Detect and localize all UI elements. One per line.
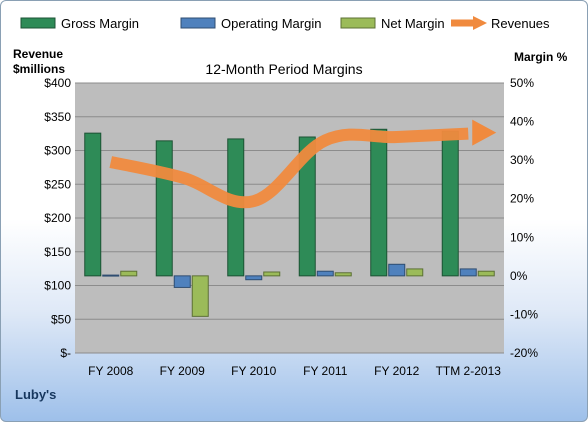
gridlines bbox=[75, 82, 504, 354]
category-label: TTM 2-2013 bbox=[436, 364, 502, 378]
left-axis-title-line1: Revenue bbox=[13, 47, 63, 61]
category-label: FY 2010 bbox=[231, 364, 276, 378]
bar-net-margin bbox=[263, 271, 281, 277]
left-tick-label: $400 bbox=[44, 76, 71, 90]
right-tick-label: 40% bbox=[510, 115, 534, 129]
bar-gross-margin bbox=[370, 128, 388, 277]
bar-gross-margin bbox=[441, 130, 459, 277]
legend-label: Net Margin bbox=[381, 16, 445, 31]
legend-label: Gross Margin bbox=[61, 16, 139, 31]
bar-operating-margin bbox=[388, 263, 406, 277]
category-label: FY 2012 bbox=[374, 364, 419, 378]
bar-net-margin bbox=[406, 268, 424, 277]
bar-gross-margin bbox=[155, 140, 173, 277]
left-tick-label: $300 bbox=[44, 144, 71, 158]
right-axis-title: Margin % bbox=[514, 50, 568, 64]
left-tick-label: $250 bbox=[44, 177, 71, 191]
company-name: Luby's bbox=[15, 387, 57, 402]
bar-net-margin bbox=[334, 272, 352, 277]
bar-operating-margin bbox=[102, 274, 120, 277]
left-axis-title-line2: $millions bbox=[13, 62, 65, 76]
left-tick-label: $150 bbox=[44, 245, 71, 259]
left-tick-label: $350 bbox=[44, 110, 71, 124]
bar-operating-margin bbox=[459, 268, 477, 277]
category-label: FY 2009 bbox=[160, 364, 205, 378]
chart-title: 12-Month Period Margins bbox=[205, 61, 362, 77]
right-tick-label: -10% bbox=[510, 307, 538, 321]
revenue-line bbox=[109, 127, 469, 209]
legend-label: Operating Margin bbox=[221, 16, 321, 31]
legend-label: Revenues bbox=[491, 16, 550, 31]
right-tick-label: 30% bbox=[510, 153, 534, 167]
left-axis-ticks: $- $50 $100 $150 $200 $250 $300 $350 $400 bbox=[44, 76, 71, 360]
bar-operating-margin bbox=[245, 275, 263, 281]
legend-swatch bbox=[180, 17, 216, 29]
revenue-arrowhead bbox=[472, 119, 497, 146]
bar-net-margin bbox=[120, 270, 138, 277]
left-tick-label: $- bbox=[60, 346, 71, 360]
legend-swatch bbox=[340, 17, 376, 29]
category-label: FY 2008 bbox=[88, 364, 133, 378]
right-tick-label: 10% bbox=[510, 230, 534, 244]
bar-operating-margin bbox=[316, 270, 334, 277]
left-tick-label: $200 bbox=[44, 211, 71, 225]
right-tick-label: 50% bbox=[510, 76, 534, 90]
bar-operating-margin bbox=[173, 275, 191, 288]
category-label: FY 2011 bbox=[303, 364, 348, 378]
bar-net-margin bbox=[477, 270, 495, 277]
revenue-line-group bbox=[109, 119, 497, 209]
legend-swatch-arrowhead bbox=[473, 16, 487, 30]
right-tick-label: -20% bbox=[510, 346, 538, 360]
category-labels: FY 2008 FY 2009 FY 2010 FY 2011 FY 2012 TTM 2… bbox=[88, 364, 501, 378]
bar-gross-margin bbox=[298, 136, 316, 277]
bar-gross-margin bbox=[84, 132, 102, 277]
right-tick-label: 20% bbox=[510, 192, 534, 206]
left-tick-label: $100 bbox=[44, 279, 71, 293]
right-axis-ticks: -20% -10% 0% 10% 20% 30% 40% 50% bbox=[510, 76, 538, 360]
left-tick-label: $50 bbox=[51, 312, 71, 326]
legend-swatch bbox=[20, 17, 56, 29]
legend: Gross Margin Operating Margin Net Margin Re… bbox=[20, 16, 550, 31]
right-tick-label: 0% bbox=[510, 269, 528, 283]
bar-net-margin bbox=[191, 275, 209, 317]
